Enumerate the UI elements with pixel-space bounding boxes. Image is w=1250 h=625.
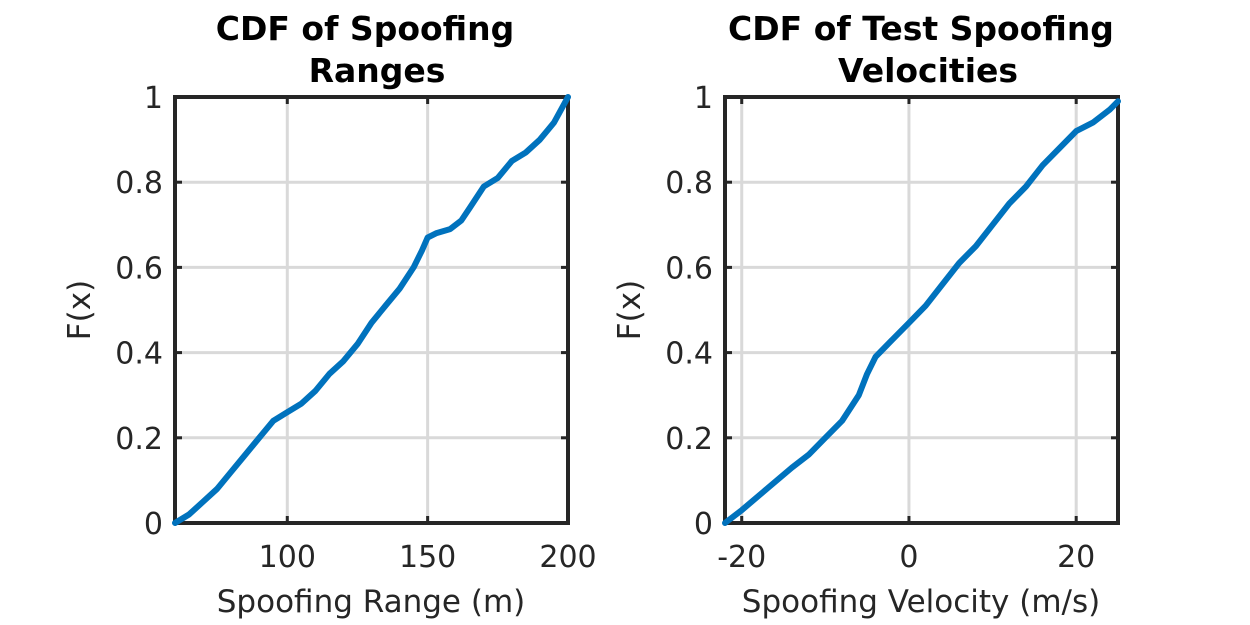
y-tick-label: 0.2 <box>665 422 713 457</box>
chart-title-line1: CDF of Test Spoofing <box>728 9 1114 48</box>
x-tick-label: -20 <box>717 540 766 575</box>
y-tick-label: 0.6 <box>115 251 163 286</box>
y-tick-labels: 0 0.2 0.4 0.6 0.8 1 <box>665 81 713 542</box>
cdf-line <box>722 98 1121 526</box>
x-tick-label: 20 <box>1057 540 1095 575</box>
y-tick-label: 1 <box>694 81 713 116</box>
y-tick-labels: 0 0.2 0.4 0.6 0.8 1 <box>115 81 163 542</box>
chart-title-line2: Ranges <box>309 51 446 90</box>
y-tick-label: 0.8 <box>115 166 163 201</box>
x-tick-label: 0 <box>899 540 918 575</box>
x-tick-label: 100 <box>259 540 316 575</box>
x-axis-label: Spoofing Range (m) <box>217 584 526 620</box>
y-tick-label: 0.6 <box>665 251 713 286</box>
y-tick-label: 0.4 <box>115 337 163 372</box>
cdf-line <box>172 94 571 526</box>
x-axis-label: Spoofing Velocity (m/s) <box>742 584 1100 620</box>
chart-title-line2: Velocities <box>838 51 1018 90</box>
y-tick-label: 0 <box>144 507 163 542</box>
x-tick-label: 150 <box>399 540 456 575</box>
y-tick-label: 0.8 <box>665 166 713 201</box>
y-axis-label: F(x) <box>62 280 98 340</box>
y-tick-label: 0.4 <box>665 337 713 372</box>
x-tick-labels: -20 0 20 <box>717 540 1095 575</box>
chart-velocities: CDF of Test Spoofing Velocities -20 0 20 0… <box>612 9 1121 620</box>
y-tick-label: 0 <box>694 507 713 542</box>
tick-marks <box>175 95 570 525</box>
plot-frame <box>723 95 1120 525</box>
plot-frame <box>173 95 570 525</box>
y-axis-label: F(x) <box>612 280 648 340</box>
x-tick-label: 200 <box>539 540 596 575</box>
chart-title-line1: CDF of Spoofing <box>216 9 514 48</box>
x-tick-labels: 100 150 200 <box>259 540 597 575</box>
y-tick-label: 1 <box>144 81 163 116</box>
y-tick-label: 0.2 <box>115 422 163 457</box>
chart-ranges: CDF of Spoofing Ranges 100 150 200 0 0.2 0.4… <box>62 9 597 620</box>
